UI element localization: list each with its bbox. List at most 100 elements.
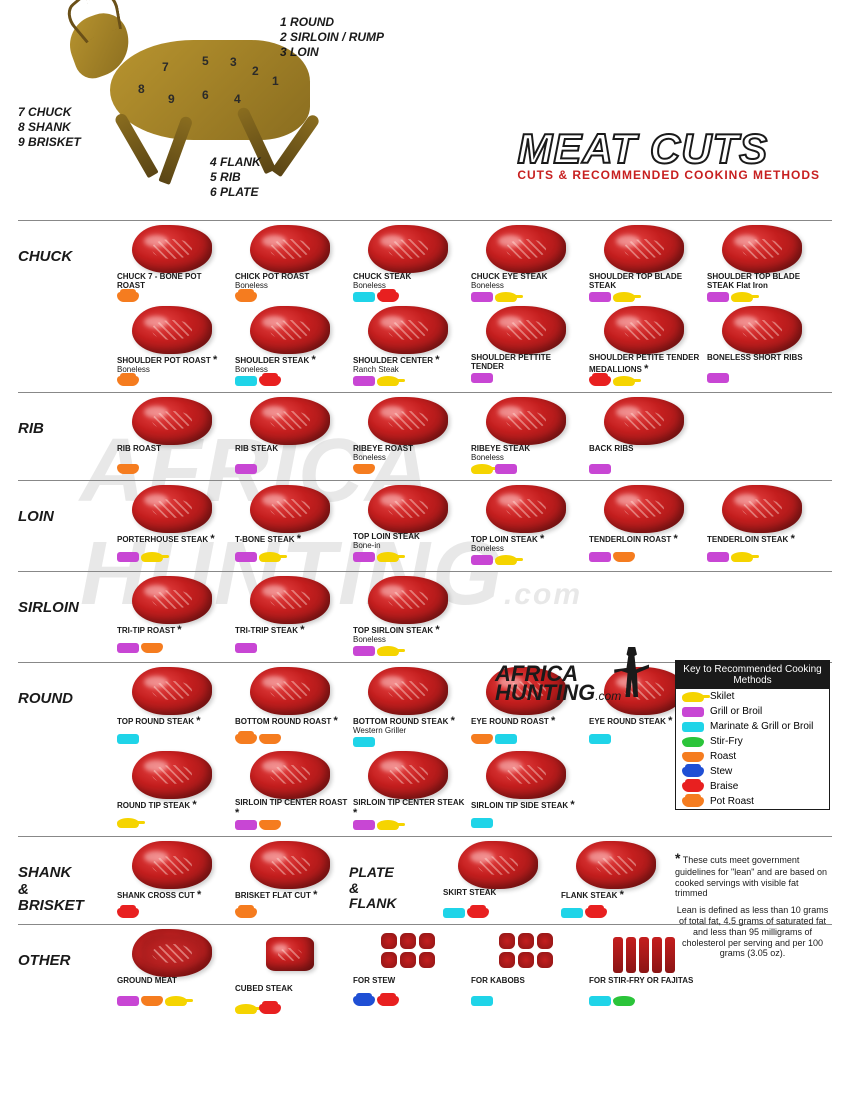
cut-item: SHANK CROSS CUT *: [113, 841, 231, 920]
grill-icon: [235, 552, 257, 562]
section-title: OTHER: [18, 929, 113, 970]
grill-icon: [589, 464, 611, 474]
cut-name: FLANK STEAK *: [557, 889, 675, 907]
marinate-icon: [561, 908, 583, 918]
marinate-icon: [495, 734, 517, 744]
cut-item: BONELESS SHORT RIBS: [703, 306, 821, 388]
cut-name: FOR STIR-FRY OR FAJITAS: [585, 977, 703, 995]
cut-item: SHOULDER PETTITE TENDER: [467, 306, 585, 388]
cooking-key: Key to Recommended Cooking Methods Skile…: [675, 660, 830, 810]
skillet-icon: [731, 292, 753, 302]
cut-item: FOR STEW: [349, 929, 467, 1016]
marinate-icon: [589, 734, 611, 744]
cut-item: TRI-TIP ROAST *: [113, 576, 231, 658]
roast-icon: [613, 552, 635, 562]
grill-icon: [495, 464, 517, 474]
cut-item: SKIRT STEAK: [439, 841, 557, 920]
key-row: Stir-Fry: [676, 734, 829, 749]
cut-name: SIRLOIN TIP CENTER ROAST *: [231, 799, 349, 820]
cut-name: RIB ROAST: [113, 445, 231, 463]
section-loin: LOINPORTERHOUSE STEAK *T-BONE STEAK *TOP…: [18, 480, 832, 571]
cut-name: TOP ROUND STEAK *: [113, 715, 231, 733]
braise-icon: [117, 908, 139, 918]
key-label: Stir-Fry: [710, 736, 743, 747]
cut-item: SHOULDER POT ROAST *Boneless: [113, 306, 231, 388]
cut-item: RIBEYE STEAKBoneless: [467, 397, 585, 476]
grill-icon: [707, 552, 729, 562]
key-label: Stew: [710, 766, 732, 777]
cut-item: RIBEYE ROASTBoneless: [349, 397, 467, 476]
skillet-icon: [165, 996, 187, 1006]
skillet-icon: [471, 464, 493, 474]
cut-item: BACK RIBS: [585, 397, 703, 476]
skillet-icon: [141, 552, 163, 562]
cut-name: CUBED STEAK: [231, 985, 349, 1003]
braise-icon: [589, 376, 611, 386]
cut-item: TOP LOIN STEAK *Boneless: [467, 485, 585, 567]
roast-icon: [471, 734, 493, 744]
skillet-icon: [259, 552, 281, 562]
cut-item: GROUND MEAT: [113, 929, 231, 1016]
title-block: MEAT CUTS CUTS & RECOMMENDED COOKING MET…: [517, 130, 820, 182]
cut-name: TENDERLOIN STEAK *: [703, 533, 821, 551]
key-header: Key to Recommended Cooking Methods: [676, 661, 829, 689]
grill-icon: [471, 373, 493, 383]
cut-name: TRI-TIP ROAST *: [113, 624, 231, 642]
roast-icon: [117, 464, 139, 474]
cut-item: SHOULDER TOP BLADE STEAK: [585, 225, 703, 304]
grill-icon: [589, 292, 611, 302]
marinate-icon: [235, 376, 257, 386]
cut-name: T-BONE STEAK *: [231, 533, 349, 551]
cut-name: TOP SIRLOIN STEAK *Boneless: [349, 624, 467, 645]
cut-item: ROUND TIP STEAK *: [113, 751, 231, 833]
key-row: Roast: [676, 749, 829, 764]
legend-2: 2 SIRLOIN / RUMP: [280, 30, 384, 44]
cut-item: SIRLOIN TIP SIDE STEAK *: [467, 751, 585, 833]
braise-icon: [682, 782, 704, 792]
cut-item: BRISKET FLAT CUT *: [231, 841, 349, 920]
cut-item: CHUCK STEAKBoneless: [349, 225, 467, 304]
stew-icon: [353, 996, 375, 1006]
cut-name: RIBEYE ROASTBoneless: [349, 445, 467, 463]
grill-icon: [471, 292, 493, 302]
cut-name: SHOULDER PETTITE TENDER: [467, 354, 585, 372]
braise-icon: [467, 908, 489, 918]
skillet-icon: [495, 292, 517, 302]
braise-icon: [585, 908, 607, 918]
section-title: CHUCK: [18, 225, 113, 266]
section-title-2: PLATE&FLANK: [349, 841, 439, 911]
grill-icon: [471, 555, 493, 565]
legend-3: 3 LOIN: [280, 45, 319, 59]
grill-icon: [235, 820, 257, 830]
cut-item: CHICK POT ROASTBoneless: [231, 225, 349, 304]
cut-item: CUBED STEAK: [231, 929, 349, 1016]
legend-9: 9 BRISKET: [18, 135, 81, 149]
brand-logo: AFRICAHUNTING.com: [495, 665, 621, 702]
main-title: MEAT CUTS: [517, 130, 820, 168]
grill-icon: [353, 820, 375, 830]
cut-name: SHOULDER POT ROAST *Boneless: [113, 354, 231, 375]
footnote: * These cuts meet government guidelines …: [675, 850, 830, 965]
grill-icon: [117, 552, 139, 562]
skillet-icon: [613, 292, 635, 302]
cut-name: BOTTOM ROUND ROAST *: [231, 715, 349, 733]
cut-name: SHOULDER TOP BLADE STEAK Flat Iron: [703, 273, 821, 291]
legend-7: 7 CHUCK: [18, 105, 71, 119]
cut-item: SHOULDER PETITE TENDER MEDALLIONS *: [585, 306, 703, 388]
cut-name: SKIRT STEAK: [439, 889, 557, 907]
legend-5: 5 RIB: [210, 170, 241, 184]
grill-icon: [117, 996, 139, 1006]
cut-item: TOP SIRLOIN STEAK *Boneless: [349, 576, 467, 658]
grill-icon: [353, 552, 375, 562]
cut-name: FOR KABOBS: [467, 977, 585, 995]
skillet-icon: [377, 820, 399, 830]
cut-name: CHUCK EYE STEAKBoneless: [467, 273, 585, 291]
key-row: Braise: [676, 779, 829, 794]
skillet-icon: [731, 552, 753, 562]
cut-name: SHOULDER STEAK *Boneless: [231, 354, 349, 375]
key-row: Pot Roast: [676, 794, 829, 809]
cut-name: EYE ROUND ROAST *: [467, 715, 585, 733]
cut-name: SHOULDER CENTER *Ranch Steak: [349, 354, 467, 375]
cut-item: T-BONE STEAK *: [231, 485, 349, 567]
cut-name: RIBEYE STEAKBoneless: [467, 445, 585, 463]
